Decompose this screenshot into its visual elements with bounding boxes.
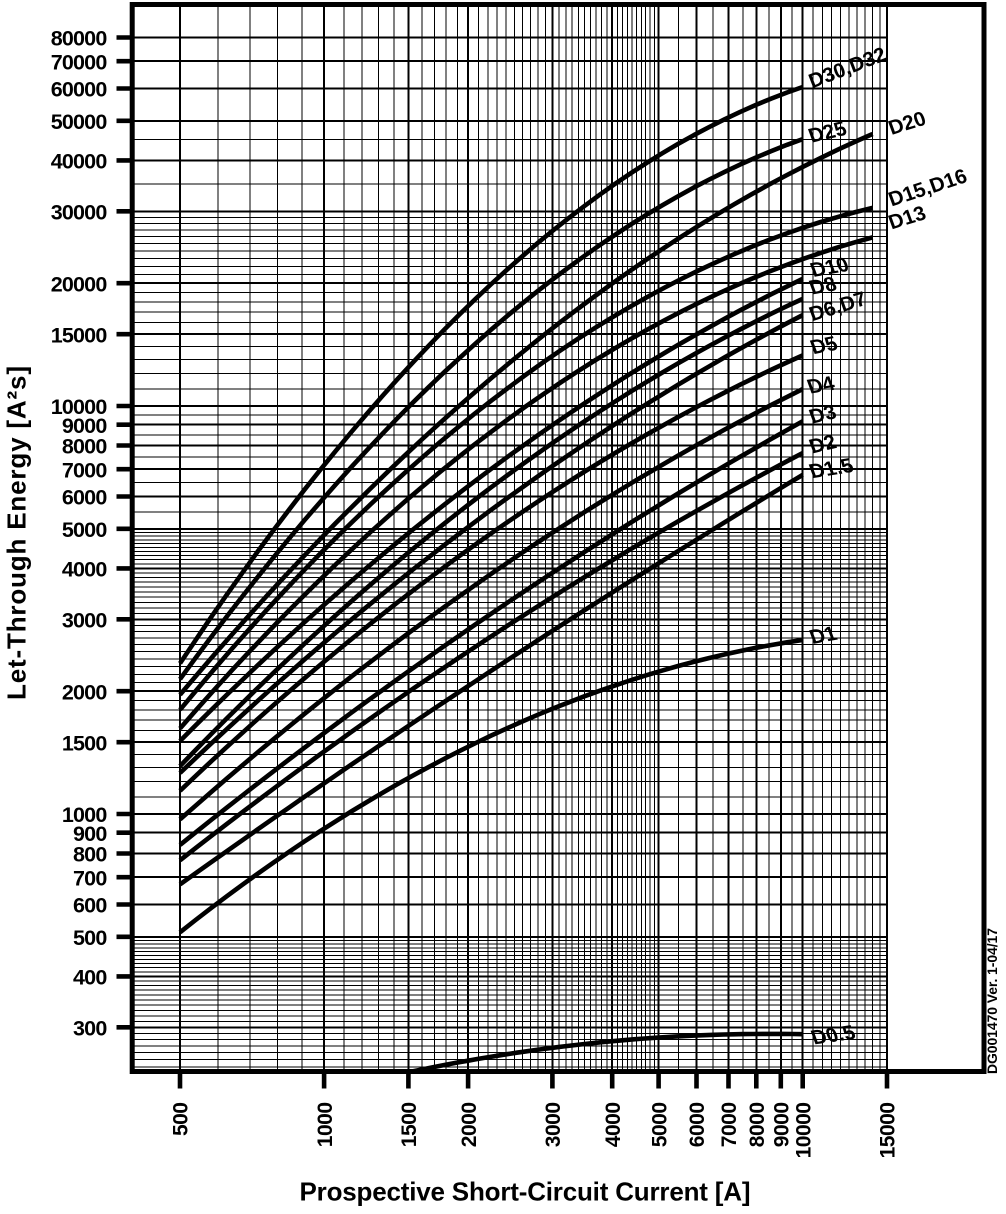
svg-text:50000: 50000 (51, 110, 108, 134)
svg-text:60000: 60000 (51, 78, 108, 102)
svg-text:8000: 8000 (62, 435, 107, 459)
svg-text:5000: 5000 (648, 1103, 671, 1148)
svg-text:20000: 20000 (51, 272, 108, 296)
svg-text:70000: 70000 (51, 50, 108, 74)
svg-text:80000: 80000 (51, 27, 108, 51)
svg-text:DG001470 Ver. 1-04/17: DG001470 Ver. 1-04/17 (984, 928, 1000, 1074)
svg-text:Prospective Short-Circuit Curr: Prospective Short-Circuit Current [A] (300, 1177, 751, 1207)
svg-text:300: 300 (73, 1017, 107, 1041)
svg-text:10000: 10000 (792, 1103, 815, 1159)
svg-text:5000: 5000 (62, 518, 107, 542)
svg-text:4000: 4000 (62, 558, 107, 582)
svg-text:6000: 6000 (686, 1103, 709, 1148)
svg-text:8000: 8000 (746, 1103, 769, 1148)
svg-text:40000: 40000 (51, 150, 108, 174)
svg-text:900: 900 (73, 822, 107, 846)
svg-text:10000: 10000 (51, 395, 108, 419)
svg-text:9000: 9000 (771, 1103, 794, 1148)
svg-text:7000: 7000 (62, 458, 107, 482)
svg-text:400: 400 (73, 966, 107, 990)
svg-text:7000: 7000 (718, 1103, 741, 1148)
svg-text:9000: 9000 (62, 414, 107, 438)
svg-text:Let-Through Energy [A²s]: Let-Through Energy [A²s] (2, 366, 32, 700)
svg-text:30000: 30000 (51, 201, 108, 225)
svg-text:3000: 3000 (62, 609, 107, 633)
svg-text:6000: 6000 (62, 486, 107, 510)
svg-text:600: 600 (73, 894, 107, 918)
svg-text:1000: 1000 (62, 803, 107, 827)
svg-text:700: 700 (73, 866, 107, 890)
svg-text:1500: 1500 (398, 1103, 421, 1148)
svg-text:800: 800 (73, 843, 107, 867)
svg-text:1500: 1500 (62, 731, 107, 755)
svg-text:2000: 2000 (62, 680, 107, 704)
svg-text:3000: 3000 (542, 1103, 565, 1148)
svg-text:500: 500 (73, 926, 107, 950)
svg-text:15000: 15000 (51, 323, 108, 347)
svg-text:4000: 4000 (602, 1103, 625, 1148)
svg-text:1000: 1000 (314, 1103, 337, 1148)
svg-text:15000: 15000 (877, 1103, 900, 1159)
svg-text:2000: 2000 (458, 1103, 481, 1148)
svg-text:500: 500 (170, 1103, 193, 1137)
